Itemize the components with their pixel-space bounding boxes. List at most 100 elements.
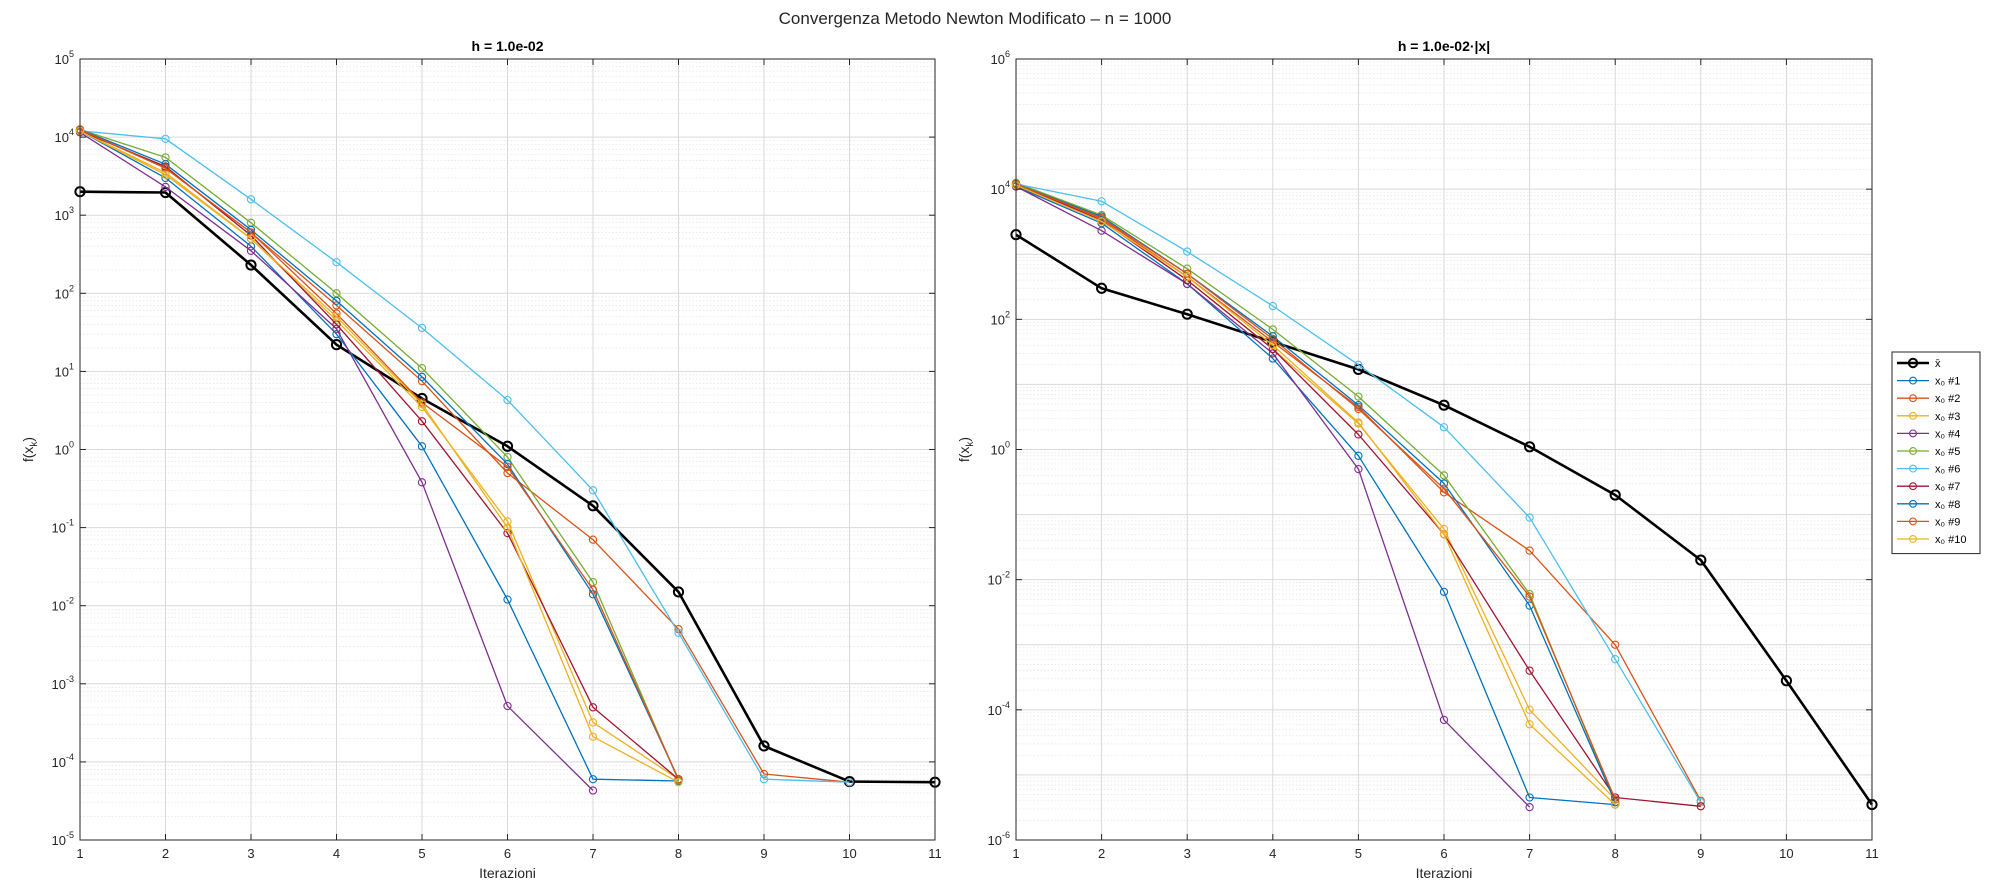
data-point — [588, 585, 598, 594]
y-tick-label: 10-2 — [988, 570, 1010, 588]
series-line — [79, 131, 594, 791]
y-tick-label: 105 — [55, 49, 74, 67]
legend-label: x₀ #1 — [1935, 376, 1960, 388]
data-point — [1097, 226, 1106, 235]
data-point — [588, 718, 598, 727]
data-point — [1439, 715, 1449, 725]
data-point — [1439, 530, 1449, 539]
series-x0-6 — [75, 126, 854, 787]
data-point — [1354, 404, 1363, 414]
series-x0-8 — [75, 125, 683, 784]
data-point — [758, 740, 770, 752]
data-point — [588, 775, 598, 784]
legend-label: x₀ #7 — [1935, 481, 1960, 493]
data-point — [1183, 264, 1192, 273]
data-point — [1525, 793, 1534, 802]
data-point — [1439, 423, 1449, 432]
data-point — [1609, 489, 1621, 501]
data-point — [588, 535, 598, 544]
x-tick-label: 10 — [1779, 846, 1793, 861]
series-line — [79, 130, 679, 780]
data-point — [672, 586, 685, 598]
data-point — [1438, 399, 1450, 411]
series-line — [79, 130, 679, 780]
x-tick-label: 1 — [1012, 846, 1019, 861]
data-point — [759, 775, 769, 784]
data-point — [588, 786, 598, 795]
legend-entry: x₀ #4 — [1897, 428, 1960, 440]
data-point — [161, 182, 170, 192]
legend-entry: x₀ #8 — [1897, 499, 1960, 511]
series-line — [79, 128, 680, 781]
data-point — [332, 258, 341, 267]
legend-entry: x₀ #2 — [1897, 393, 1960, 405]
legend-entry: x₀ #9 — [1897, 516, 1960, 528]
data-point — [503, 395, 512, 405]
x-tick-label: 3 — [1184, 846, 1191, 861]
y-tick-label: 103 — [55, 205, 74, 223]
y-tick-label: 10-4 — [52, 752, 74, 770]
legend-label: x₀ #8 — [1935, 499, 1960, 511]
y-tick-label: 104 — [991, 179, 1010, 197]
data-point — [332, 312, 341, 321]
data-point — [1354, 360, 1363, 369]
legend-marker — [1909, 429, 1917, 438]
legend-entry: x₀ #7 — [1897, 481, 1960, 493]
series-line — [1015, 185, 1616, 806]
x-tick-label: 5 — [1355, 846, 1362, 861]
legend-marker — [1909, 411, 1917, 420]
data-point — [503, 462, 512, 471]
data-point — [1268, 341, 1277, 350]
data-point — [1354, 418, 1363, 427]
data-point — [1695, 554, 1707, 566]
data-point — [1525, 546, 1534, 555]
data-point — [1354, 430, 1363, 439]
data-point — [1439, 484, 1449, 493]
legend-box — [1891, 351, 1981, 555]
series-line — [1015, 185, 1531, 808]
series-line — [1015, 183, 1702, 802]
legend: x̄ x₀ #1 x₀ #2 x₀ #3 x₀ #4 x₀ #5 x₀ #6 x₀ #7 x₀ … — [1891, 351, 1981, 555]
x-tick-label: 11 — [1865, 846, 1879, 861]
y-tick-label: 10-2 — [52, 596, 74, 614]
y-tick-label: 10-5 — [52, 830, 74, 848]
y-tick-label: 106 — [991, 49, 1010, 67]
x-tick-label: 8 — [675, 846, 682, 861]
data-point — [1611, 800, 1620, 809]
data-point — [332, 296, 341, 306]
data-point — [588, 732, 598, 741]
series-line — [79, 128, 680, 780]
x-tick-label: 1 — [76, 846, 83, 861]
data-point — [1611, 655, 1620, 664]
legend-entry: x̄ — [1897, 357, 1941, 370]
panel-1: 1 2 3 4 5 6 7 8 9 10 11 10-5 10-4 10-3 10-2 10-1 100 101 1… — [20, 38, 942, 881]
data-point — [501, 440, 514, 452]
data-point — [1268, 334, 1277, 344]
legend-entry: x₀ #6 — [1897, 464, 1960, 476]
x-tick-label: 4 — [333, 846, 340, 861]
data-point — [1183, 247, 1192, 256]
data-point — [161, 134, 170, 143]
data-point — [1696, 802, 1705, 811]
y-tick-label: 102 — [55, 283, 74, 301]
data-point — [417, 417, 427, 426]
data-point — [1439, 471, 1449, 480]
data-point — [1097, 197, 1106, 206]
data-point — [417, 478, 427, 487]
series-line — [1015, 183, 1616, 803]
series-line — [1015, 184, 1616, 806]
data-point — [503, 523, 512, 532]
data-point — [845, 778, 854, 787]
data-point — [1096, 282, 1108, 294]
data-point — [1525, 666, 1534, 675]
data-point — [246, 246, 256, 255]
series-line — [79, 130, 679, 783]
data-point — [1780, 675, 1793, 687]
legend-entry: x₀ #3 — [1897, 411, 1960, 423]
x-tick-label: 11 — [928, 846, 942, 861]
data-point — [417, 400, 427, 409]
series-line — [1015, 183, 1616, 800]
y-tick-label: 10-4 — [988, 700, 1010, 718]
